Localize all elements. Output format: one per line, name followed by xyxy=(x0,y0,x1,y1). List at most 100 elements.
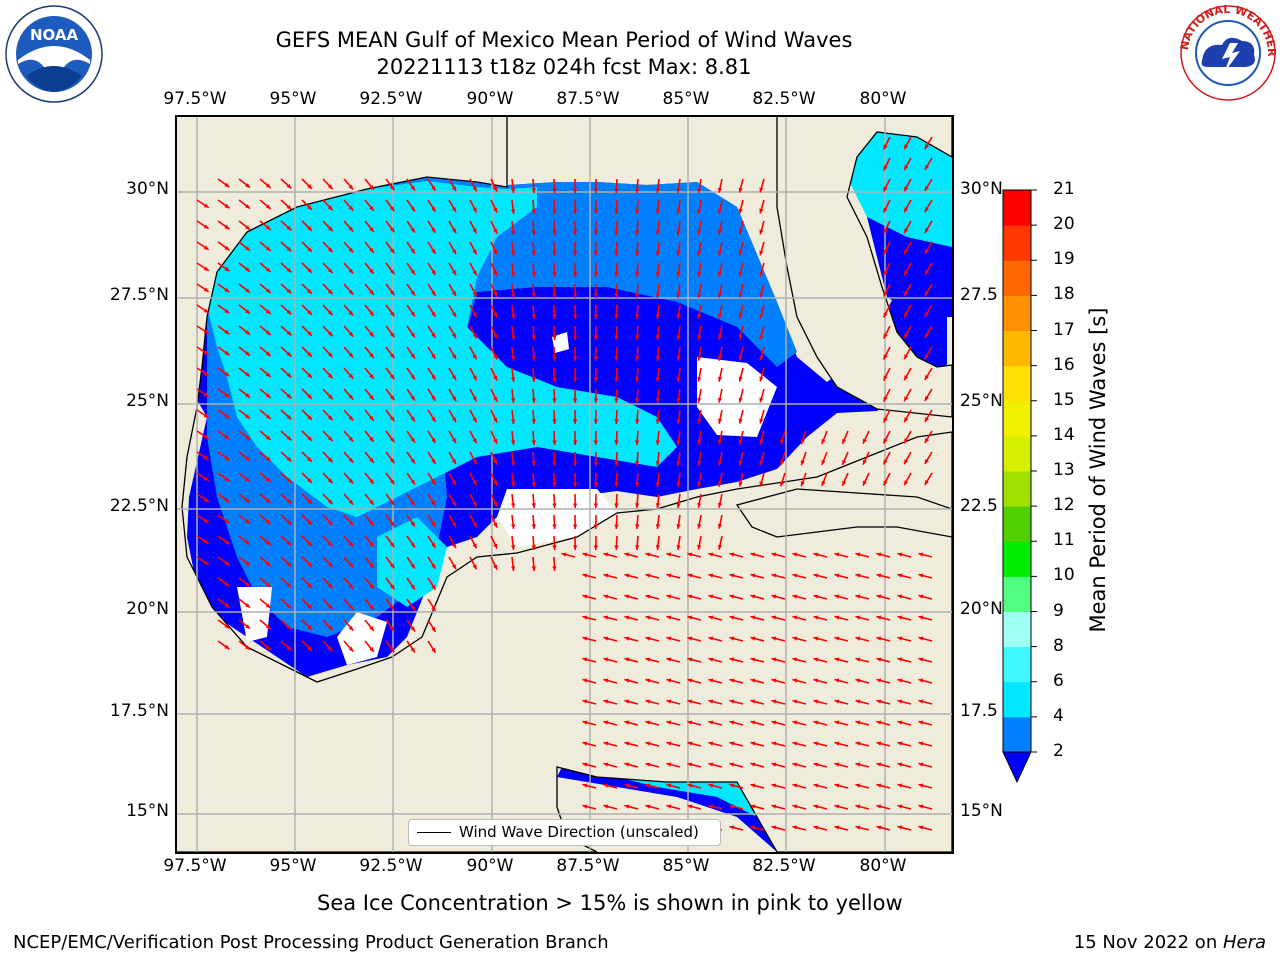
direction-arrow-head xyxy=(286,393,292,399)
direction-arrow-head xyxy=(431,269,436,275)
direction-arrow-head xyxy=(717,229,723,235)
direction-arrow-head xyxy=(493,228,498,234)
direction-arrow-head xyxy=(603,657,609,662)
direction-arrow-head xyxy=(676,482,681,487)
direction-arrow-head xyxy=(842,438,847,444)
direction-arrow-head xyxy=(286,645,292,651)
direction-arrow-head xyxy=(410,437,415,443)
direction-arrow-head xyxy=(593,251,599,256)
direction-arrow-head xyxy=(924,186,929,192)
direction-arrow-head xyxy=(348,478,354,484)
colorbar-tick-label: 11 xyxy=(1053,530,1075,551)
direction-arrow-head xyxy=(813,552,819,557)
direction-arrow-head xyxy=(876,573,882,578)
direction-arrow-head xyxy=(729,615,735,620)
direction-arrow-head xyxy=(862,438,867,444)
direction-arrow-head xyxy=(593,230,599,235)
direction-arrow-head xyxy=(327,583,333,589)
direction-arrow-head xyxy=(327,541,333,547)
direction-arrow-head xyxy=(855,636,861,641)
direction-arrow-head xyxy=(645,594,651,599)
direction-arrow-head xyxy=(635,440,640,445)
direction-arrow-head xyxy=(697,208,702,214)
direction-arrow-head xyxy=(614,377,619,382)
direction-arrow-head xyxy=(307,205,312,210)
colorbar-segment xyxy=(1003,435,1031,472)
direction-arrow-head xyxy=(451,438,457,444)
direction-arrow-head xyxy=(918,657,924,662)
lon-label-top: 95°W xyxy=(269,89,317,109)
direction-arrow-head xyxy=(676,524,681,529)
direction-arrow-head xyxy=(624,594,630,599)
direction-arrow-head xyxy=(697,376,702,382)
direction-arrow-head xyxy=(348,268,354,274)
direction-arrow-head xyxy=(224,539,230,545)
direction-arrow-head xyxy=(771,678,777,683)
direction-arrow-head xyxy=(759,229,764,235)
direction-arrow-head xyxy=(759,187,764,193)
colorbar xyxy=(1002,189,1037,784)
direction-arrow-head xyxy=(552,503,557,508)
direction-arrow-head xyxy=(307,625,312,630)
direction-arrow-head xyxy=(389,458,395,464)
direction-arrow-head xyxy=(572,524,578,529)
direction-arrow-head xyxy=(531,209,536,214)
direction-arrow-head xyxy=(593,293,599,298)
direction-arrow-head xyxy=(717,376,723,382)
direction-arrow-head xyxy=(655,377,661,382)
direction-arrow-head xyxy=(918,720,924,725)
direction-arrow-head xyxy=(431,500,436,506)
direction-arrow-head xyxy=(666,804,672,809)
direction-arrow-head xyxy=(800,460,805,466)
direction-arrow-head xyxy=(531,398,536,403)
direction-arrow-head xyxy=(855,615,861,620)
direction-arrow-head xyxy=(813,804,819,809)
direction-arrow-head xyxy=(603,636,609,641)
direction-arrow-head xyxy=(510,503,516,508)
direction-arrow-head xyxy=(738,250,743,256)
lat-label-right: 27.5 xyxy=(960,285,998,305)
direction-arrow-head xyxy=(265,225,271,231)
direction-arrow-head xyxy=(655,356,661,361)
direction-arrow-head xyxy=(687,615,693,620)
direction-arrow-head xyxy=(813,657,819,662)
direction-arrow-head xyxy=(265,519,271,525)
colorbar-tick-label: 20 xyxy=(1053,214,1075,235)
direction-arrow-head xyxy=(855,762,861,767)
direction-arrow-head xyxy=(552,398,557,403)
direction-arrow-head xyxy=(624,678,630,683)
direction-arrow-head xyxy=(834,825,840,830)
direction-arrow-head xyxy=(635,356,640,361)
direction-arrow-head xyxy=(593,440,599,445)
direction-arrow-head xyxy=(389,647,395,653)
direction-arrow-head xyxy=(697,523,702,529)
direction-arrow-head xyxy=(369,458,374,463)
direction-arrow-head xyxy=(265,561,271,567)
direction-arrow-head xyxy=(348,226,354,232)
direction-arrow-head xyxy=(897,741,903,746)
direction-arrow-head xyxy=(245,246,251,251)
direction-arrow-head xyxy=(265,477,271,483)
direction-arrow-head xyxy=(431,437,436,443)
direction-arrow-head xyxy=(472,354,477,360)
direction-arrow-head xyxy=(593,482,599,487)
direction-arrow-head xyxy=(327,415,333,421)
direction-arrow-head xyxy=(369,395,374,400)
direction-arrow-head xyxy=(451,396,457,402)
lat-label-left: 25°N xyxy=(126,391,169,411)
lon-label-top: 97.5°W xyxy=(163,89,227,109)
direction-arrow-head xyxy=(369,542,374,547)
direction-arrow-head xyxy=(729,678,735,683)
direction-arrow-head xyxy=(883,228,888,234)
direction-arrow-head xyxy=(510,230,516,235)
direction-arrow-head xyxy=(834,657,840,662)
direction-arrow-head xyxy=(451,501,457,507)
direction-arrow-head xyxy=(655,272,661,277)
direction-arrow-head xyxy=(883,165,888,171)
direction-arrow-head xyxy=(572,440,578,445)
direction-arrow-head xyxy=(327,499,333,505)
direction-arrow-head xyxy=(327,604,333,610)
direction-arrow-head xyxy=(717,439,723,445)
direction-arrow-head xyxy=(750,594,756,599)
direction-arrow-head xyxy=(635,314,640,319)
